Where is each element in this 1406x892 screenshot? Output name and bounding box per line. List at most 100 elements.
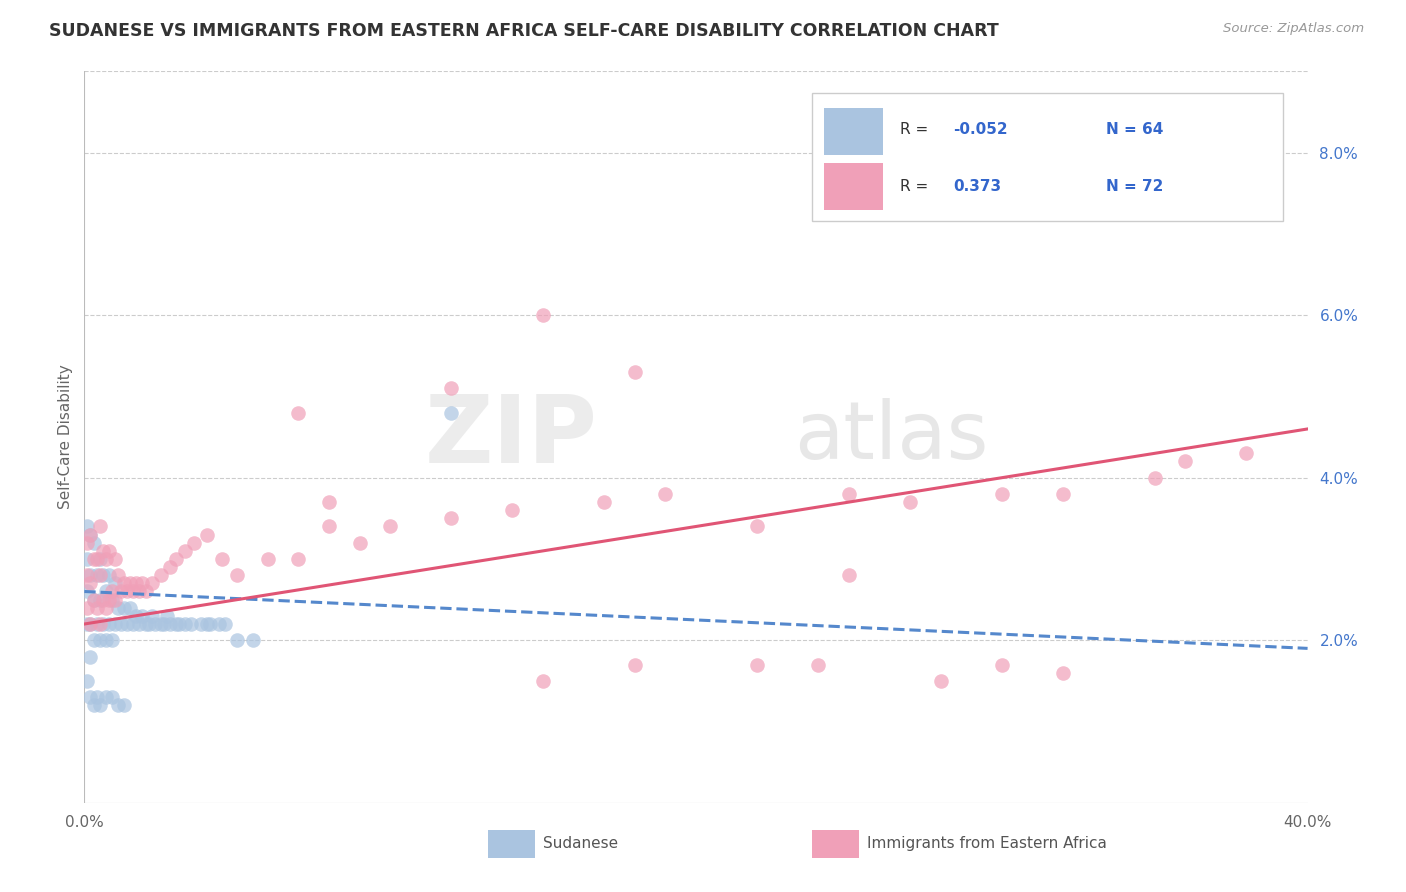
Point bbox=[83, 535, 105, 549]
Point bbox=[89, 633, 111, 648]
Point bbox=[79, 649, 101, 664]
Point bbox=[190, 617, 212, 632]
Point bbox=[531, 673, 554, 688]
Point bbox=[101, 690, 124, 705]
Point bbox=[122, 617, 145, 632]
Point bbox=[226, 568, 249, 582]
Point bbox=[89, 568, 111, 582]
Point bbox=[380, 519, 402, 533]
Point bbox=[125, 608, 148, 623]
Point bbox=[135, 584, 157, 599]
Point bbox=[91, 592, 114, 607]
Point bbox=[76, 600, 98, 615]
Point bbox=[174, 617, 197, 632]
Point bbox=[180, 617, 202, 632]
Point bbox=[135, 617, 157, 632]
Point bbox=[79, 568, 101, 582]
Point bbox=[214, 617, 236, 632]
Point bbox=[101, 592, 124, 607]
Point bbox=[104, 592, 127, 607]
Point bbox=[89, 617, 111, 632]
Point bbox=[593, 495, 616, 509]
Point bbox=[141, 608, 163, 623]
Point bbox=[747, 657, 769, 672]
Text: 0.373: 0.373 bbox=[953, 178, 1001, 194]
Point bbox=[97, 617, 120, 632]
Point bbox=[83, 592, 105, 607]
FancyBboxPatch shape bbox=[813, 94, 1284, 221]
Point bbox=[195, 617, 218, 632]
Point bbox=[86, 552, 108, 566]
Point bbox=[624, 365, 647, 379]
Point bbox=[79, 617, 101, 632]
Point bbox=[183, 535, 205, 549]
Point bbox=[149, 568, 172, 582]
Point bbox=[991, 487, 1014, 501]
Y-axis label: Self-Care Disability: Self-Care Disability bbox=[58, 365, 73, 509]
Point bbox=[318, 519, 340, 533]
Point bbox=[91, 544, 114, 558]
Point bbox=[138, 617, 160, 632]
Point bbox=[76, 552, 98, 566]
Point bbox=[242, 633, 264, 648]
Text: SUDANESE VS IMMIGRANTS FROM EASTERN AFRICA SELF-CARE DISABILITY CORRELATION CHAR: SUDANESE VS IMMIGRANTS FROM EASTERN AFRI… bbox=[49, 22, 998, 40]
Text: Source: ZipAtlas.com: Source: ZipAtlas.com bbox=[1223, 22, 1364, 36]
Point bbox=[156, 608, 179, 623]
Point bbox=[165, 617, 187, 632]
FancyBboxPatch shape bbox=[824, 163, 883, 211]
Point bbox=[654, 487, 676, 501]
Point bbox=[107, 698, 129, 713]
Point bbox=[86, 690, 108, 705]
Point bbox=[89, 519, 111, 533]
Point bbox=[153, 617, 176, 632]
Point bbox=[94, 600, 117, 615]
Point bbox=[94, 633, 117, 648]
Point bbox=[131, 576, 153, 591]
Point bbox=[195, 527, 218, 541]
Text: Sudanese: Sudanese bbox=[543, 836, 619, 851]
Point bbox=[91, 617, 114, 632]
Point bbox=[115, 584, 138, 599]
Point bbox=[125, 576, 148, 591]
Point bbox=[79, 527, 101, 541]
FancyBboxPatch shape bbox=[824, 108, 883, 155]
Point bbox=[226, 633, 249, 648]
FancyBboxPatch shape bbox=[813, 830, 859, 858]
Point bbox=[318, 495, 340, 509]
Point bbox=[1174, 454, 1197, 468]
Point bbox=[107, 568, 129, 582]
Point bbox=[165, 552, 187, 566]
Point bbox=[115, 617, 138, 632]
Point bbox=[91, 568, 114, 582]
Point bbox=[807, 657, 830, 672]
Point bbox=[131, 608, 153, 623]
Point bbox=[128, 584, 150, 599]
Point bbox=[112, 576, 135, 591]
Point bbox=[120, 600, 142, 615]
Point bbox=[76, 519, 98, 533]
Point bbox=[104, 552, 127, 566]
Point bbox=[86, 568, 108, 582]
Point bbox=[89, 698, 111, 713]
Point bbox=[149, 617, 172, 632]
Point bbox=[94, 584, 117, 599]
Point bbox=[86, 617, 108, 632]
Point bbox=[110, 617, 132, 632]
Point bbox=[257, 552, 280, 566]
Point bbox=[97, 568, 120, 582]
Point bbox=[159, 617, 181, 632]
Point bbox=[440, 381, 463, 395]
Point bbox=[167, 617, 190, 632]
Point bbox=[502, 503, 524, 517]
Text: N = 72: N = 72 bbox=[1105, 178, 1163, 194]
Text: R =: R = bbox=[900, 122, 934, 137]
Point bbox=[104, 617, 127, 632]
Point bbox=[76, 617, 98, 632]
Point bbox=[440, 406, 463, 420]
Text: N = 64: N = 64 bbox=[1105, 122, 1163, 137]
Point bbox=[624, 657, 647, 672]
Point bbox=[128, 617, 150, 632]
Point bbox=[94, 690, 117, 705]
Text: ZIP: ZIP bbox=[425, 391, 598, 483]
Point bbox=[112, 698, 135, 713]
